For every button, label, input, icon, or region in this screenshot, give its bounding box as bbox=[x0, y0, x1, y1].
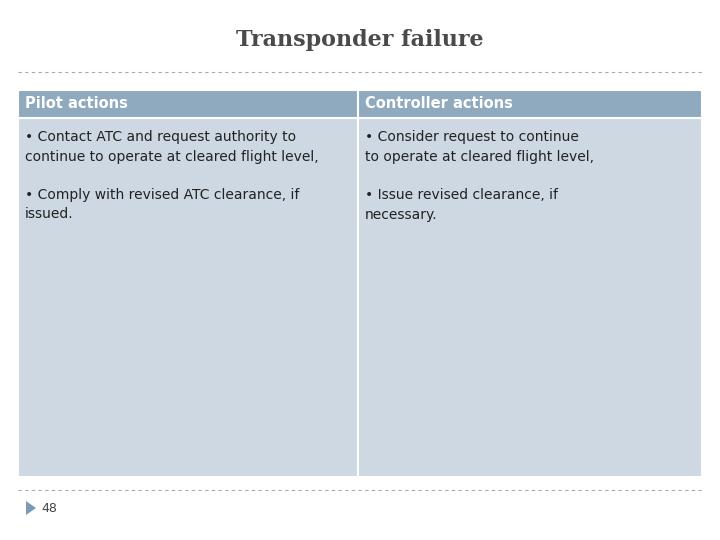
Polygon shape bbox=[26, 501, 36, 515]
Bar bbox=[358, 90, 702, 118]
Text: Pilot actions: Pilot actions bbox=[25, 97, 128, 111]
Text: • Consider request to continue
to operate at cleared flight level,: • Consider request to continue to operat… bbox=[365, 130, 594, 164]
Text: 48: 48 bbox=[41, 502, 57, 515]
Bar bbox=[358, 118, 702, 477]
Text: • Issue revised clearance, if
necessary.: • Issue revised clearance, if necessary. bbox=[365, 188, 558, 221]
Bar bbox=[18, 118, 358, 477]
Bar bbox=[18, 90, 358, 118]
Text: • Comply with revised ATC clearance, if
issued.: • Comply with revised ATC clearance, if … bbox=[25, 188, 300, 221]
Text: • Contact ATC and request authority to
continue to operate at cleared flight lev: • Contact ATC and request authority to c… bbox=[25, 130, 319, 164]
Text: Transponder failure: Transponder failure bbox=[236, 29, 484, 51]
Text: Controller actions: Controller actions bbox=[365, 97, 513, 111]
